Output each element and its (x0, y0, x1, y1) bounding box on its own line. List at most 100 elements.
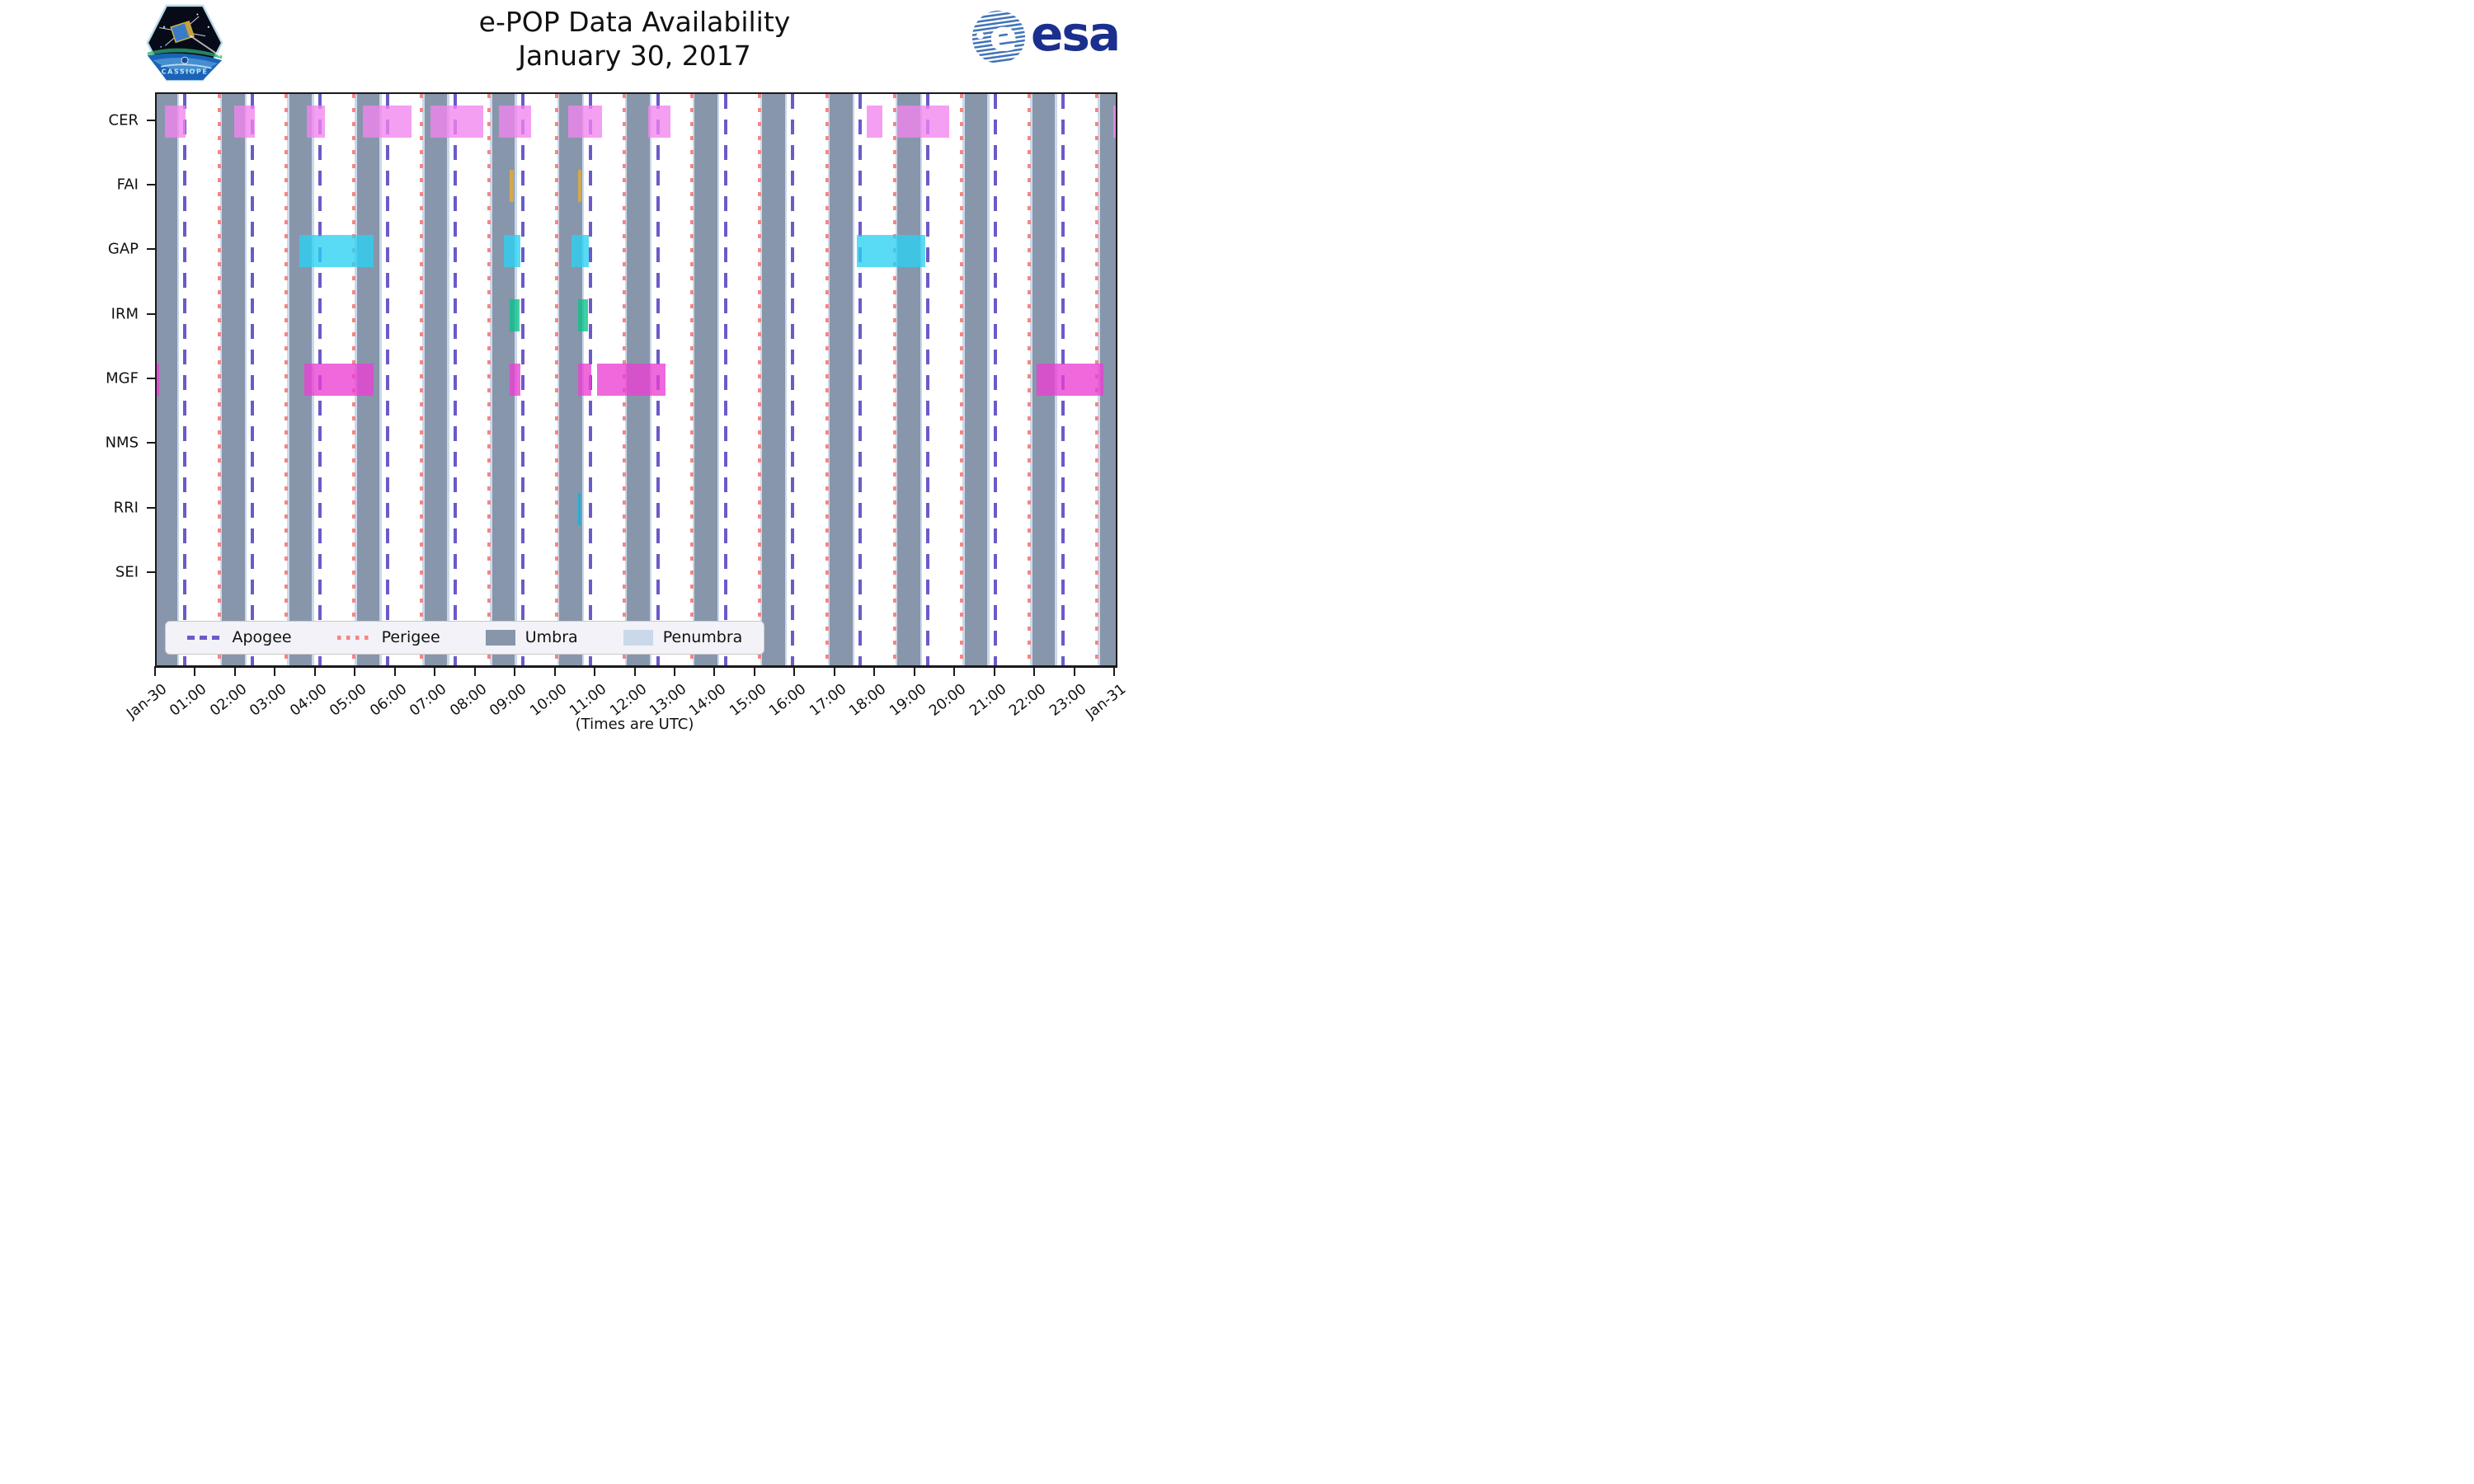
y-tick-mark (147, 377, 157, 379)
x-tick-mark (313, 666, 316, 676)
y-tick-mark (147, 248, 157, 251)
y-tick-label-GAP: GAP (107, 240, 139, 258)
apogee-line (926, 94, 930, 665)
x-tick-mark (194, 666, 196, 676)
x-tick-label-19:00: 19:00 (886, 681, 930, 720)
satellite (159, 16, 221, 57)
aurora-arc (147, 48, 223, 59)
bar-GAP (504, 234, 520, 267)
chart-title: e-POP Data Availability (478, 6, 791, 38)
x-tick-label-07:00: 07:00 (407, 681, 450, 720)
perigee-line (285, 94, 289, 665)
y-tick-label-FAI: FAI (116, 176, 139, 194)
x-tick-label-11:00: 11:00 (567, 681, 610, 720)
x-tick-label-04:00: 04:00 (287, 681, 331, 720)
legend: Apogee Perigee Umbra Penumbra (165, 620, 765, 655)
umbra-band (830, 94, 853, 665)
x-tick-label-22:00: 22:00 (1006, 681, 1050, 720)
x-axis-title: (Times are UTC) (575, 716, 694, 733)
x-tick-mark (833, 666, 835, 676)
perigee-line (892, 94, 896, 665)
umbra-band (157, 94, 177, 665)
x-tick-mark (993, 666, 995, 676)
y-tick-label-NMS: NMS (105, 434, 139, 452)
x-tick-mark (514, 666, 516, 676)
x-tick-mark (913, 666, 915, 676)
x-tick-label-12:00: 12:00 (606, 681, 650, 720)
bar-CER (430, 106, 484, 139)
apogee-line (251, 94, 255, 665)
umbra-band (424, 94, 448, 665)
apogee-line (858, 94, 863, 665)
legend-item-umbra: Umbra (485, 628, 578, 646)
x-tick-mark (793, 666, 796, 676)
perigee-line (420, 94, 424, 665)
plot-area: Apogee Perigee Umbra Penumbra (155, 92, 1117, 668)
x-tick-mark (233, 666, 236, 676)
bar-MGF (157, 364, 159, 397)
x-tick-mark (354, 666, 356, 676)
bar-GAP (299, 234, 374, 267)
x-tick-mark (473, 666, 476, 676)
apogee-line (994, 94, 998, 665)
umbra-band (1099, 94, 1116, 665)
x-tick-mark (393, 666, 396, 676)
y-tick-label-MGF: MGF (106, 369, 139, 387)
chart-subtitle: January 30, 2017 (518, 40, 751, 73)
bar-MGF (577, 364, 591, 397)
epop-availability-figure: CASSIOPE e-POP Data Availability January… (0, 0, 1237, 742)
y-tick-mark (147, 183, 157, 186)
x-tick-label-18:00: 18:00 (846, 681, 890, 720)
bar-GAP (856, 234, 925, 267)
x-tick-label-21:00: 21:00 (966, 681, 1009, 720)
bar-IRM (577, 299, 589, 332)
x-tick-mark (553, 666, 556, 676)
bar-IRM (510, 299, 520, 332)
y-tick-mark (147, 506, 157, 509)
x-tick-mark (713, 666, 716, 676)
x-tick-mark (673, 666, 675, 676)
umbra-band (964, 94, 988, 665)
y-tick-label-SEI: SEI (115, 563, 139, 581)
apogee-line (386, 94, 390, 665)
umbra-band (762, 94, 785, 665)
perigee-line (555, 94, 559, 665)
x-tick-mark (594, 666, 596, 676)
perigee-line (217, 94, 221, 665)
x-tick-label-13:00: 13:00 (647, 681, 690, 720)
x-tick-mark (1073, 666, 1075, 676)
x-tick-label-10:00: 10:00 (526, 681, 570, 720)
x-tick-label-20:00: 20:00 (926, 681, 970, 720)
legend-label: Penumbra (662, 628, 743, 647)
umbra-band (694, 94, 717, 665)
bar-GAP (571, 234, 589, 267)
bar-FAI (577, 170, 582, 203)
x-tick-label-08:00: 08:00 (446, 681, 490, 720)
bar-CER (306, 106, 325, 139)
svg-text:e: e (990, 12, 1018, 61)
y-tick-mark (147, 571, 157, 574)
x-tick-mark (274, 666, 276, 676)
x-tick-mark (873, 666, 876, 676)
x-tick-label-17:00: 17:00 (807, 681, 850, 720)
bar-MGF (1036, 364, 1103, 397)
bar-CER (362, 106, 412, 139)
apogee-line (183, 94, 187, 665)
perigee-line (757, 94, 761, 665)
x-tick-label-02:00: 02:00 (207, 681, 251, 720)
x-tick-label-03:00: 03:00 (247, 681, 290, 720)
bar-CER (896, 106, 949, 139)
bar-MGF (596, 364, 666, 397)
bar-RRI (578, 493, 581, 526)
x-tick-mark (953, 666, 956, 676)
perigee-line (487, 94, 492, 665)
bar-CER (866, 106, 882, 139)
legend-item-penumbra: Penumbra (623, 628, 743, 647)
umbra-band (896, 94, 920, 665)
legend-item-apogee: Apogee (187, 628, 292, 646)
cassiope-logo: CASSIOPE (145, 3, 224, 82)
perigee-line (689, 94, 694, 665)
umbra-band (221, 94, 245, 665)
bar-MGF (509, 364, 521, 397)
x-tick-label-14:00: 14:00 (686, 681, 730, 720)
